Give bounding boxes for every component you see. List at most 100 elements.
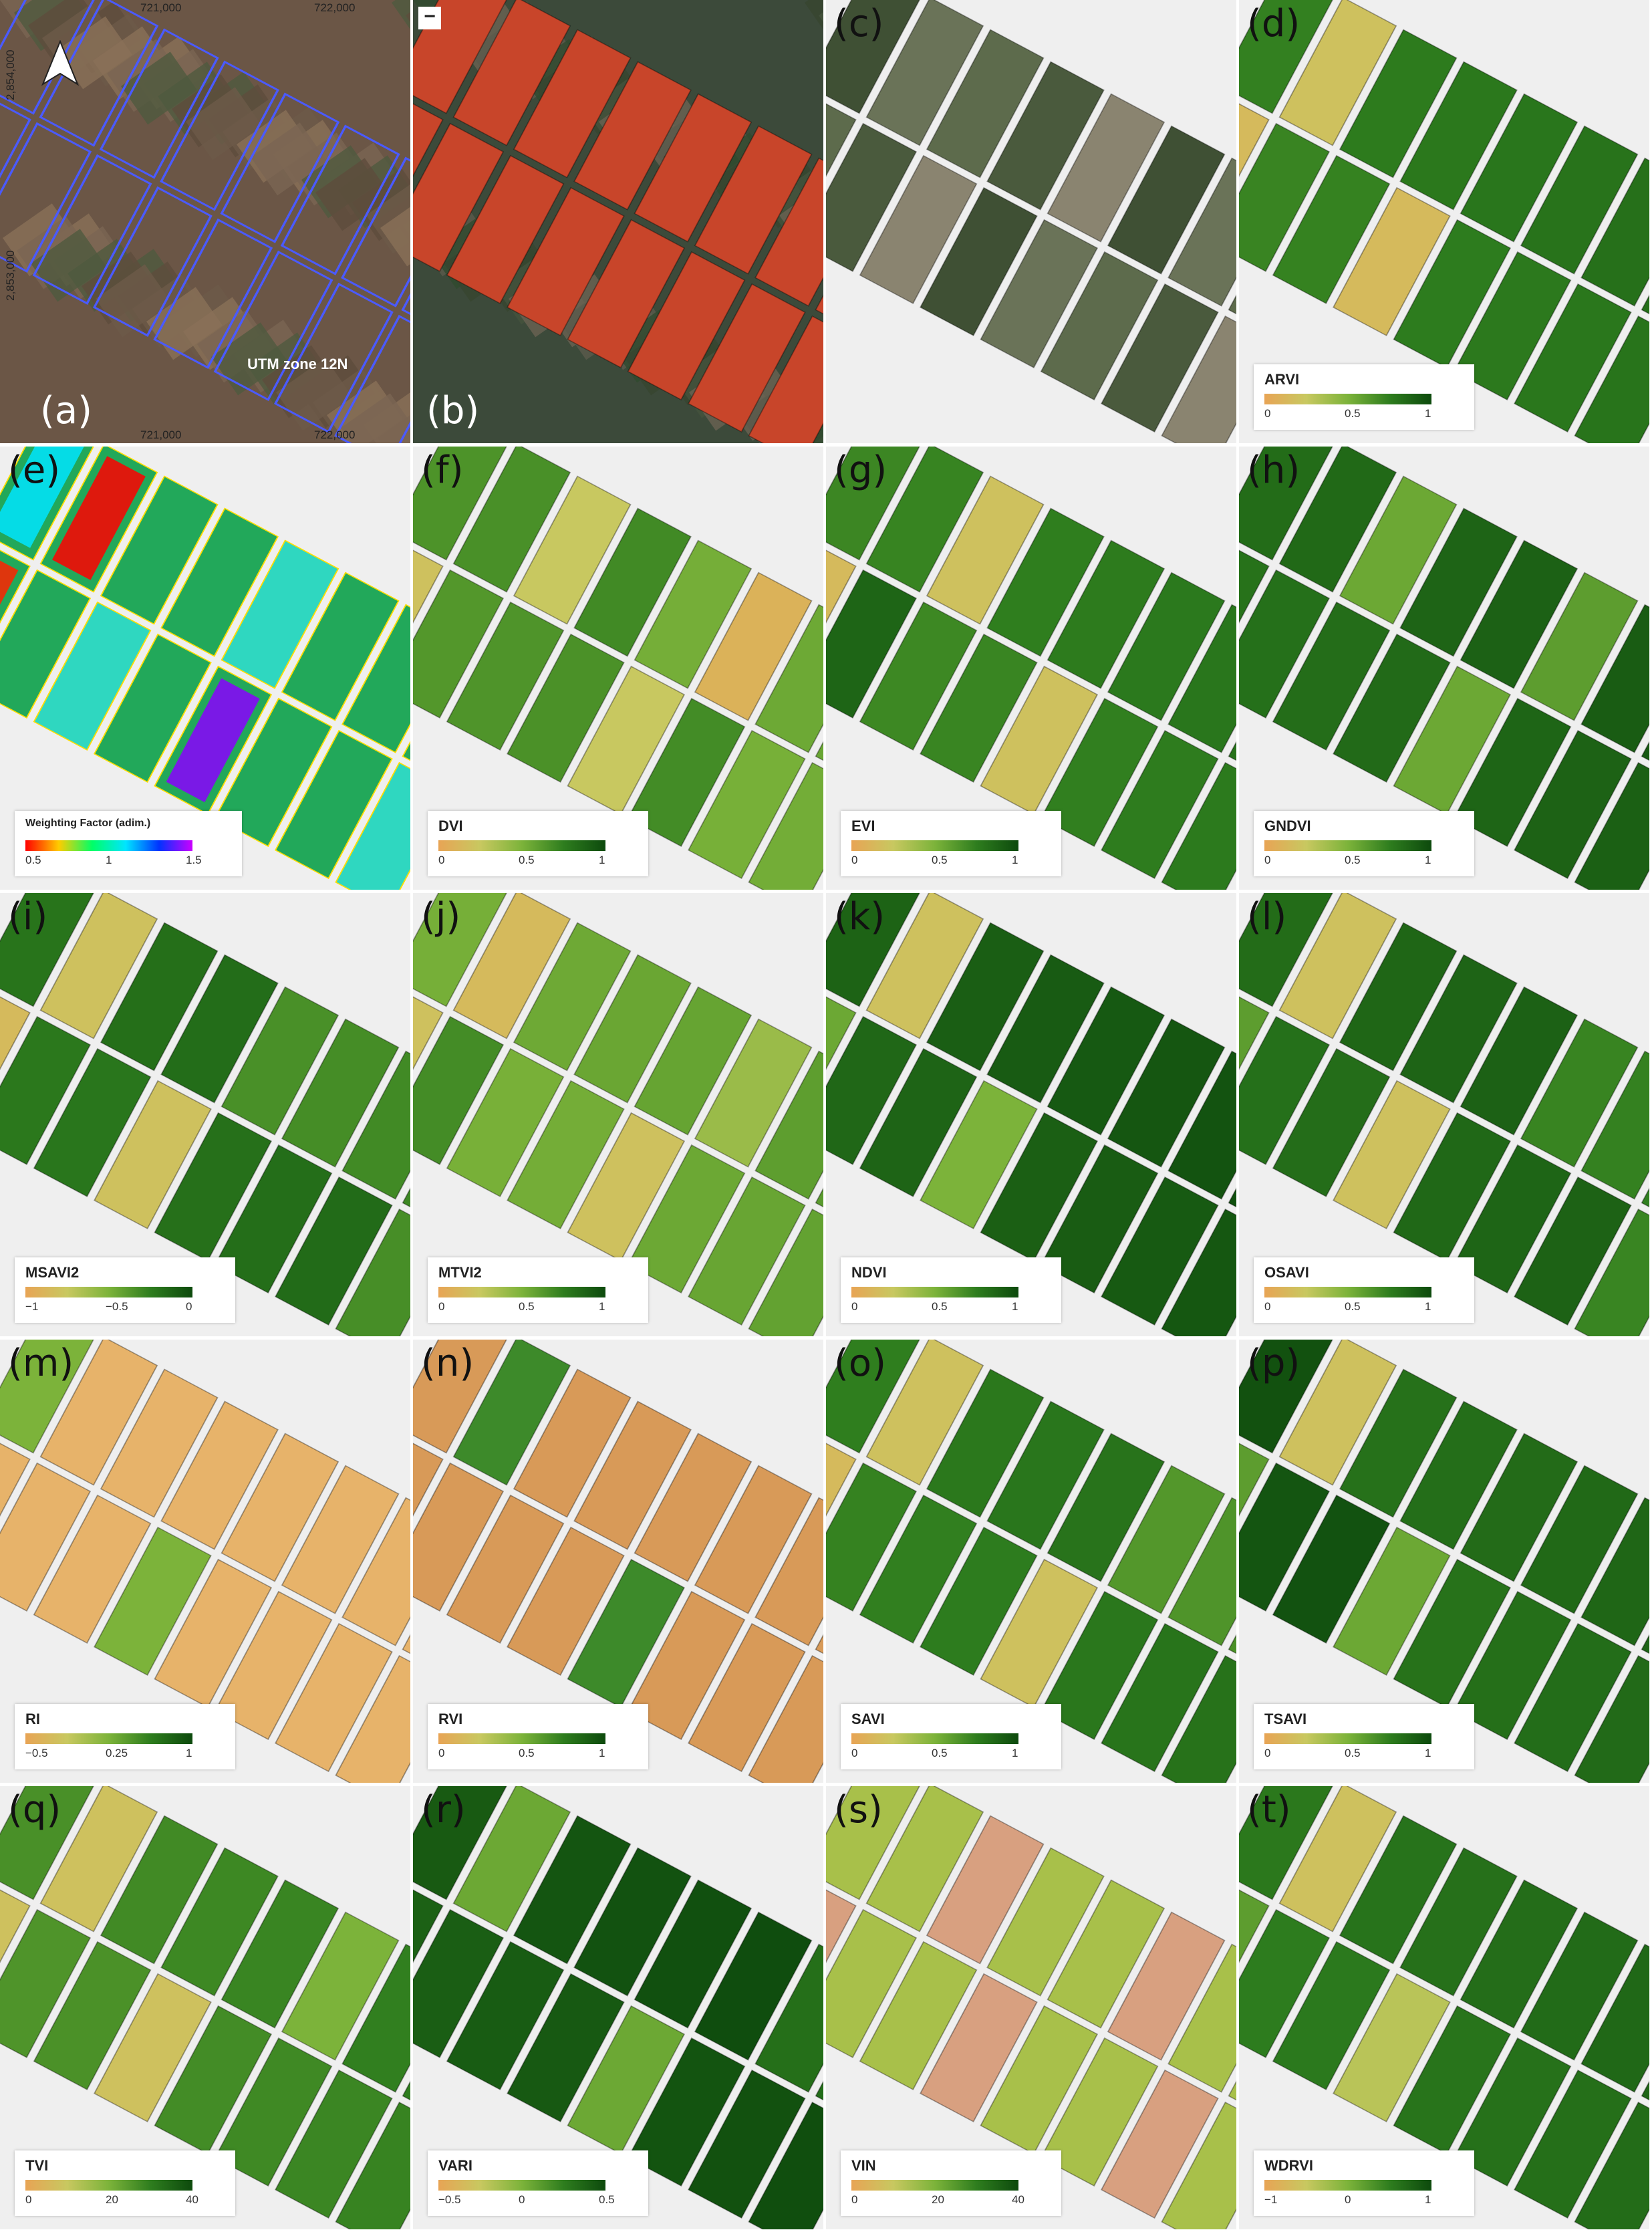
parcel [1460, 1879, 1578, 2029]
parcel [413, 537, 444, 687]
parcel [1399, 954, 1518, 1104]
parcel [748, 315, 823, 443]
parcel [754, 1497, 823, 1646]
legend-tick: 0.5 [599, 2193, 615, 2206]
parcel [748, 761, 823, 890]
parcel [100, 1815, 219, 1965]
parcel [506, 187, 625, 337]
parcel [0, 122, 92, 273]
map-b [413, 0, 823, 443]
parcel [1520, 1911, 1639, 2061]
parcel [919, 187, 1038, 337]
panel-label: (c) [834, 2, 884, 45]
legend-title: TSAVI [1264, 1711, 1307, 1727]
parcel [160, 1400, 279, 1550]
parcel [919, 1080, 1038, 1230]
map-j [413, 893, 823, 1336]
parcel [93, 1080, 212, 1230]
parcel [92, 186, 213, 338]
easting-tick: 721,000 [140, 428, 182, 441]
parcel [160, 507, 279, 657]
parcel [100, 475, 219, 625]
parcel [826, 569, 918, 719]
parcel [341, 1497, 410, 1646]
panel-label: (q) [8, 1788, 61, 1832]
parcel [33, 1494, 152, 1644]
legend-title: ARVI [1264, 371, 1300, 388]
parcel [1332, 187, 1451, 337]
parcel [1513, 1622, 1632, 1773]
parcel [634, 93, 752, 243]
legend-tick: 0 [186, 1300, 192, 1313]
parcel [748, 1208, 823, 1336]
parcel [1393, 1112, 1512, 1262]
legend-tick: 0 [851, 854, 858, 866]
parcel [826, 447, 924, 561]
parcel [627, 697, 746, 848]
parcel [865, 1786, 984, 1933]
parcel [99, 28, 219, 179]
legend-tick: 0 [851, 2193, 858, 2206]
legend: SAVI 0 0.5 1 [841, 1704, 1061, 1769]
legend-title: VIN [851, 2157, 876, 2174]
panel-h: (h) GNDVI 0 0.5 1 [1239, 447, 1649, 890]
parcel [0, 1786, 98, 1900]
parcel [1239, 1786, 1337, 1900]
parcel [694, 572, 813, 721]
legend-colorbar [438, 1733, 605, 1744]
parcel [826, 90, 857, 240]
panel-g: (g) EVI 0 0.5 1 [826, 447, 1236, 890]
parcel [154, 1558, 273, 1709]
parcel [513, 475, 632, 625]
parcel [274, 1176, 393, 1326]
parcel [687, 729, 806, 880]
parcel [413, 122, 505, 272]
parcel [1460, 1433, 1578, 1582]
parcel [826, 0, 924, 114]
field-block [0, 893, 410, 1336]
parcel [980, 1112, 1099, 1262]
parcel [1520, 125, 1639, 275]
map-d [1239, 0, 1649, 443]
parcel [826, 1876, 857, 2026]
parcel [1399, 507, 1518, 657]
legend-title: NDVI [851, 1264, 887, 1281]
parcel [413, 1430, 444, 1580]
legend-title: RVI [438, 1711, 463, 1727]
parcel [220, 92, 340, 243]
field-block [413, 1340, 823, 1783]
panel-e: (e) Weighting Factor (adim.) 0.5 1 1.5 [0, 447, 410, 890]
parcel [214, 1590, 333, 1741]
legend: ARVI 0 0.5 1 [1254, 364, 1474, 430]
panel-p: (p) TSAVI 0 0.5 1 [1239, 1340, 1649, 1783]
parcel [980, 1558, 1099, 1709]
legend-tick: 1 [106, 854, 112, 866]
parcel [826, 1462, 918, 1612]
panel-label: (l) [1247, 895, 1287, 939]
parcel [1393, 219, 1512, 369]
legend-tick: 0.5 [1345, 1300, 1361, 1313]
parcel [33, 1941, 152, 2091]
legend-title: RI [25, 1711, 40, 1727]
map-q [0, 1786, 410, 2229]
field-block [826, 447, 1236, 890]
zoom-out-button[interactable]: − [418, 7, 441, 29]
field-block [826, 1340, 1236, 1783]
parcel [452, 1340, 571, 1486]
parcel [341, 1943, 410, 2093]
parcel [213, 250, 333, 402]
parcel [694, 1465, 813, 1614]
parcel [1161, 761, 1236, 890]
parcel [1453, 1144, 1572, 1294]
parcel [1100, 2069, 1219, 2219]
parcel [0, 1908, 92, 2058]
parcel [826, 1430, 857, 1580]
map-i [0, 893, 410, 1336]
field-block [413, 1786, 823, 2229]
parcel [1239, 0, 1337, 114]
legend-tick: 1 [1012, 1300, 1018, 1313]
legend-tick: 0.25 [106, 1747, 128, 1759]
parcel [1040, 1590, 1159, 1741]
parcel [1332, 1080, 1451, 1230]
parcel [446, 601, 565, 751]
